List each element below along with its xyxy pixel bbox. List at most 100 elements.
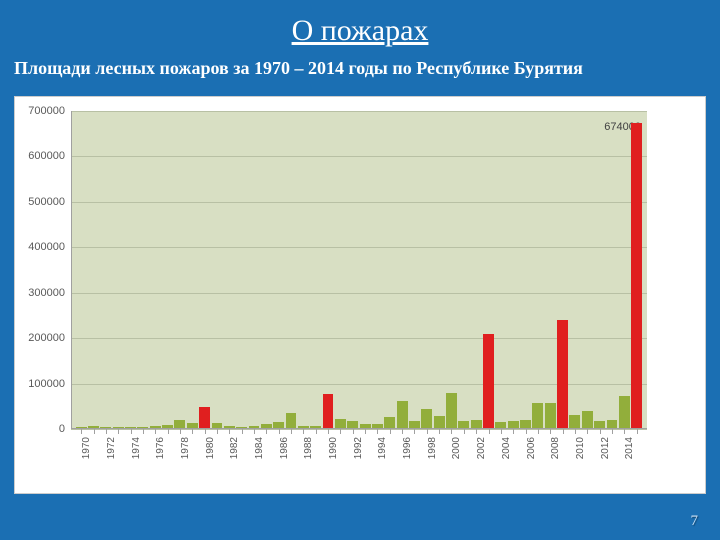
xtick bbox=[414, 429, 415, 434]
bar bbox=[631, 123, 642, 429]
xtick bbox=[624, 429, 625, 434]
xtick-label: 1988 bbox=[303, 437, 314, 459]
bar bbox=[323, 394, 334, 429]
bar-slot: 1988 bbox=[297, 111, 309, 429]
bar-slot bbox=[359, 111, 371, 429]
xtick bbox=[377, 429, 378, 434]
bar-slot bbox=[112, 111, 124, 429]
bar-slot: 2004 bbox=[495, 111, 507, 429]
bar bbox=[397, 401, 408, 429]
bars-group: 1970197219741976197819801982198419861988… bbox=[71, 111, 647, 429]
xtick bbox=[575, 429, 576, 434]
bar-slot bbox=[211, 111, 223, 429]
bar bbox=[483, 334, 494, 429]
xtick bbox=[229, 429, 230, 434]
xtick-label: 2012 bbox=[600, 437, 611, 459]
bar-slot: 1994 bbox=[371, 111, 383, 429]
ytick-label: 100000 bbox=[28, 378, 65, 390]
xtick-label: 2002 bbox=[476, 437, 487, 459]
xtick bbox=[600, 429, 601, 434]
xtick-label: 1976 bbox=[155, 437, 166, 459]
xtick bbox=[205, 429, 206, 434]
bar-slot: 1982 bbox=[223, 111, 235, 429]
bar-slot: 1998 bbox=[421, 111, 433, 429]
bar-slot: 1992 bbox=[347, 111, 359, 429]
ytick-label: 700000 bbox=[28, 105, 65, 117]
bar-slot: 2012 bbox=[593, 111, 605, 429]
xtick-label: 1998 bbox=[427, 437, 438, 459]
xtick bbox=[538, 429, 539, 434]
xtick bbox=[464, 429, 465, 434]
ytick-label: 500000 bbox=[28, 196, 65, 208]
bar-slot bbox=[285, 111, 297, 429]
bar-slot: 1996 bbox=[396, 111, 408, 429]
bar-slot bbox=[161, 111, 173, 429]
bar bbox=[532, 403, 543, 429]
bar-slot bbox=[581, 111, 593, 429]
bar-slot bbox=[630, 111, 642, 429]
xtick-label: 1986 bbox=[279, 437, 290, 459]
bar-slot: 1974 bbox=[124, 111, 136, 429]
xtick-label: 1992 bbox=[353, 437, 364, 459]
xtick bbox=[192, 429, 193, 434]
bar-slot: 2000 bbox=[445, 111, 457, 429]
bar-slot bbox=[235, 111, 247, 429]
xtick bbox=[143, 429, 144, 434]
ytick-label: 300000 bbox=[28, 287, 65, 299]
bar-slot: 1970 bbox=[75, 111, 87, 429]
xtick bbox=[526, 429, 527, 434]
xtick bbox=[340, 429, 341, 434]
xtick-label: 1990 bbox=[328, 437, 339, 459]
xtick bbox=[303, 429, 304, 434]
page-number: 7 bbox=[691, 513, 699, 530]
bar-slot bbox=[482, 111, 494, 429]
ytick-label: 600000 bbox=[28, 150, 65, 162]
bar-slot bbox=[384, 111, 396, 429]
bar-slot: 2014 bbox=[618, 111, 630, 429]
bar-slot bbox=[137, 111, 149, 429]
xtick-label: 2014 bbox=[624, 437, 635, 459]
xtick-label: 1996 bbox=[402, 437, 413, 459]
xtick bbox=[217, 429, 218, 434]
bar-slot: 1990 bbox=[322, 111, 334, 429]
bar bbox=[421, 409, 432, 429]
xtick-label: 1974 bbox=[131, 437, 142, 459]
bar-slot: 1976 bbox=[149, 111, 161, 429]
xtick bbox=[427, 429, 428, 434]
bar bbox=[569, 415, 580, 429]
xtick bbox=[81, 429, 82, 434]
xtick bbox=[365, 429, 366, 434]
xtick bbox=[563, 429, 564, 434]
bar-slot bbox=[458, 111, 470, 429]
xtick bbox=[118, 429, 119, 434]
bar bbox=[557, 320, 568, 429]
xtick bbox=[242, 429, 243, 434]
bar-slot: 1986 bbox=[273, 111, 285, 429]
x-axis bbox=[71, 428, 647, 429]
bar-slot bbox=[556, 111, 568, 429]
plot-area: 674000 197019721974197619781980198219841… bbox=[71, 111, 647, 429]
xtick bbox=[131, 429, 132, 434]
bar-slot bbox=[433, 111, 445, 429]
xtick bbox=[94, 429, 95, 434]
bar-slot bbox=[606, 111, 618, 429]
xtick-label: 2000 bbox=[451, 437, 462, 459]
xtick bbox=[587, 429, 588, 434]
xtick bbox=[266, 429, 267, 434]
xtick bbox=[279, 429, 280, 434]
bar-slot: 1978 bbox=[174, 111, 186, 429]
bar-slot bbox=[87, 111, 99, 429]
bar bbox=[286, 413, 297, 429]
bar-slot bbox=[260, 111, 272, 429]
xtick bbox=[353, 429, 354, 434]
xtick-label: 2004 bbox=[501, 437, 512, 459]
bar bbox=[446, 393, 457, 429]
ytick-label: 200000 bbox=[28, 332, 65, 344]
ytick-label: 400000 bbox=[28, 241, 65, 253]
xtick bbox=[476, 429, 477, 434]
page-subtitle: Площади лесных пожаров за 1970 – 2014 го… bbox=[0, 48, 720, 87]
bar bbox=[582, 411, 593, 429]
xtick bbox=[106, 429, 107, 434]
xtick bbox=[390, 429, 391, 434]
bar-slot: 2010 bbox=[569, 111, 581, 429]
